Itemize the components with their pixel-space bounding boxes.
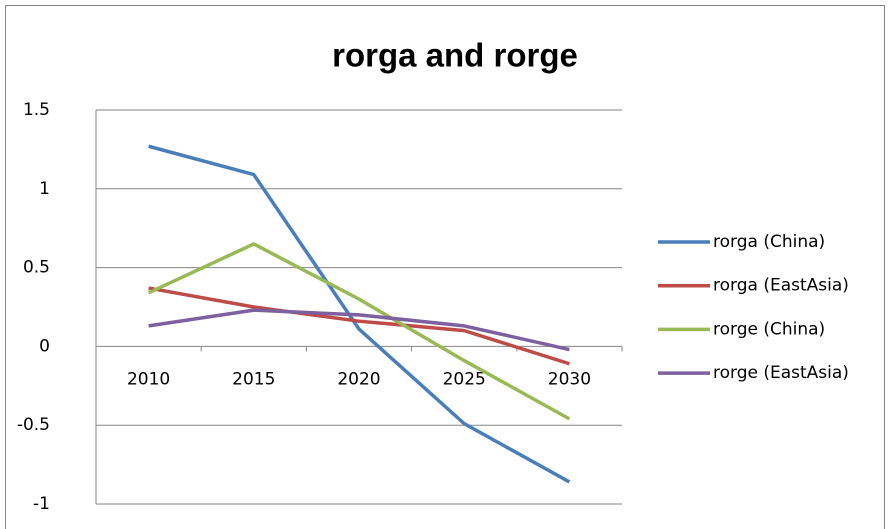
y-tick-label: 1 xyxy=(39,179,50,199)
y-tick-label: 0 xyxy=(39,336,50,356)
x-tick-label: 2015 xyxy=(232,369,275,389)
x-tick-label: 2010 xyxy=(127,369,170,389)
x-tick-label: 2030 xyxy=(548,369,591,389)
legend-label: rorga (EastAsia) xyxy=(713,276,849,296)
y-tick-label: 0.5 xyxy=(23,258,50,278)
legend-label: rorga (China) xyxy=(713,232,825,252)
series-line xyxy=(148,308,570,352)
y-tick-label: -1 xyxy=(33,494,50,514)
series-line xyxy=(148,286,570,366)
x-tick-label: 2020 xyxy=(337,369,380,389)
y-tick-label: 1.5 xyxy=(23,100,50,120)
chart-title: rorga and rorge xyxy=(332,37,578,74)
legend-label: rorge (EastAsia) xyxy=(713,363,849,383)
series-line xyxy=(147,242,571,421)
y-tick-label: -0.5 xyxy=(17,415,50,435)
series-line xyxy=(148,144,571,484)
legend-label: rorge (China) xyxy=(713,319,825,339)
x-tick-label: 2025 xyxy=(443,369,486,389)
